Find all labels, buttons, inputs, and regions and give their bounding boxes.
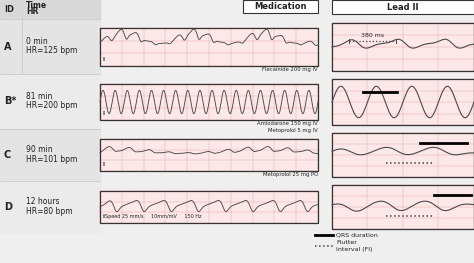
Bar [0,74,22,129]
Bar [22,19,100,74]
Bar [100,84,318,120]
Bar [332,0,474,14]
Bar [332,23,474,71]
Text: II: II [103,57,106,62]
Text: II: II [103,162,106,167]
Bar [22,181,100,233]
Bar [332,185,474,229]
Text: II: II [103,111,106,116]
Bar [100,191,318,223]
Bar [332,79,474,125]
Text: D: D [4,202,12,212]
Bar [22,74,100,129]
Bar [100,191,318,223]
Text: Flecainide 200 mg IV: Flecainide 200 mg IV [263,67,318,72]
Bar [332,133,474,177]
Text: Lead II: Lead II [387,3,419,12]
Bar [332,23,474,71]
Text: B*: B* [4,97,17,107]
Text: 0 min: 0 min [26,37,48,46]
Text: Amiodarone 150 mg IV
Metoprolol 5 mg IV: Amiodarone 150 mg IV Metoprolol 5 mg IV [257,121,318,133]
Text: 12 hours: 12 hours [26,198,60,206]
Bar [100,139,318,171]
Text: HR: HR [26,8,38,17]
Text: Medication: Medication [254,2,307,11]
Text: HR=125 bpm: HR=125 bpm [26,46,77,55]
Bar [332,185,474,229]
Bar [0,129,22,181]
Text: 380 ms: 380 ms [361,33,384,38]
Bar [100,139,318,171]
Text: Flutter
Interval (FI): Flutter Interval (FI) [336,240,373,252]
Bar [332,79,474,125]
Text: Speed 25 mm/s     10mm/mV     150 Hz: Speed 25 mm/s 10mm/mV 150 Hz [105,214,201,219]
Bar [243,0,318,13]
Text: ID: ID [4,4,14,13]
Text: A: A [4,42,11,52]
Bar [22,129,100,181]
Text: HR=200 bpm: HR=200 bpm [26,101,78,110]
Bar [0,0,100,18]
Bar [0,19,22,74]
Text: 90 min: 90 min [26,145,53,154]
Text: C: C [4,150,11,160]
Text: II: II [103,214,106,219]
Text: QRS duration: QRS duration [336,232,378,237]
Text: 81 min: 81 min [26,92,52,101]
Text: Time: Time [26,2,47,11]
Bar [100,28,318,66]
Text: HR=80 bpm: HR=80 bpm [26,206,73,215]
Bar [332,133,474,177]
Bar [100,28,318,66]
Bar [0,181,22,233]
Text: HR=101 bpm: HR=101 bpm [26,154,77,164]
Text: Metoprolol 25 mg PO: Metoprolol 25 mg PO [263,172,318,177]
Bar [100,84,318,120]
